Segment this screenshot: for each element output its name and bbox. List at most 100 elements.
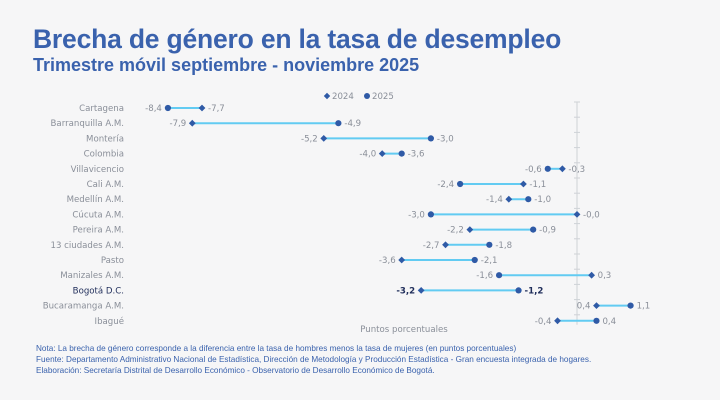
footnotes: Nota: La brecha de género corresponde a … bbox=[36, 343, 591, 376]
category-label: Colombia bbox=[84, 150, 124, 160]
value-label: -1,8 bbox=[495, 241, 512, 251]
marker-2024 bbox=[520, 180, 527, 188]
marker-2025 bbox=[335, 120, 342, 127]
dumbbell-chart: 2024 2025 Cartagena -8,4 -7,7 Barranquilla A… bbox=[43, 92, 651, 335]
marker-2025 bbox=[164, 104, 172, 112]
legend-2024-diamond-icon bbox=[323, 92, 331, 100]
note-text: Nota: La brecha de género corresponde a … bbox=[36, 344, 517, 353]
marker-2025 bbox=[398, 150, 405, 157]
category-label: Bucaramanga A.M. bbox=[43, 302, 124, 312]
value-label: 0,3 bbox=[598, 271, 612, 281]
category-label: Montería bbox=[86, 134, 124, 144]
marker-2024 bbox=[442, 241, 449, 249]
marker-2024 bbox=[198, 104, 206, 112]
category-label: Pereira A.M. bbox=[73, 226, 124, 236]
marker-2025 bbox=[627, 302, 634, 309]
marker-2024 bbox=[398, 256, 406, 264]
chart-row: Villavicencio -0,6 -0,3 bbox=[71, 165, 586, 175]
category-label: Manizales A.M. bbox=[60, 271, 124, 281]
chart-row: Cartagena -8,4 -7,7 bbox=[79, 104, 225, 114]
chart-row: Cúcuta A.M. -3,0 -0,0 bbox=[72, 210, 599, 220]
value-label: -0,3 bbox=[568, 165, 585, 175]
category-label: Bogotá D.C. bbox=[73, 286, 124, 296]
value-label: -0,6 bbox=[525, 165, 542, 175]
value-label: -1,4 bbox=[486, 195, 503, 205]
category-label: Cúcuta A.M. bbox=[72, 210, 124, 220]
value-label: -3,2 bbox=[396, 286, 415, 296]
value-label: -0,9 bbox=[539, 226, 556, 236]
marker-2024 bbox=[573, 211, 581, 218]
value-label: 1,1 bbox=[637, 302, 651, 312]
category-label: Cali A.M. bbox=[87, 180, 124, 190]
value-label: -5,2 bbox=[301, 134, 318, 144]
value-label: -1,6 bbox=[476, 271, 493, 281]
value-label: -3,0 bbox=[437, 134, 454, 144]
marker-2024 bbox=[558, 165, 566, 173]
legend-label-2024: 2024 bbox=[332, 92, 354, 102]
marker-2025 bbox=[427, 135, 434, 142]
marker-2024 bbox=[554, 317, 561, 325]
chart-row: Pasto -3,6 -2,1 bbox=[101, 256, 498, 266]
marker-2024 bbox=[378, 150, 386, 157]
chart-row: Pereira A.M. -2,2 -0,9 bbox=[73, 226, 556, 236]
chart-rows: Cartagena -8,4 -7,7 Barranquilla A.M. -7,9 -4… bbox=[43, 104, 651, 327]
chart-row: Manizales A.M. -1,6 0,3 bbox=[60, 271, 611, 281]
value-label: -7,7 bbox=[208, 104, 225, 114]
credits-text: Elaboración: Secretaría Distrital de Des… bbox=[36, 366, 435, 375]
value-label: -0,4 bbox=[535, 317, 552, 327]
x-axis-label: Puntos porcentuales bbox=[360, 325, 448, 335]
category-label: Villavicencio bbox=[71, 165, 124, 175]
category-label: Ibagué bbox=[95, 316, 124, 327]
marker-2024 bbox=[505, 195, 513, 203]
marker-2025 bbox=[515, 287, 522, 294]
category-label: Medellín A.M. bbox=[67, 195, 124, 205]
value-label: -0,0 bbox=[583, 210, 600, 220]
value-label: 0,4 bbox=[577, 302, 591, 312]
value-label: -1,1 bbox=[529, 180, 546, 190]
chart-row: Cali A.M. -2,4 -1,1 bbox=[87, 180, 547, 190]
category-label: Cartagena bbox=[79, 104, 124, 114]
chart-subtitle: Trimestre móvil septiembre - noviembre 2… bbox=[33, 55, 420, 75]
marker-2025 bbox=[427, 211, 434, 218]
value-label: -4,9 bbox=[344, 119, 361, 129]
value-label: -3,6 bbox=[379, 256, 396, 266]
chart-row: Colombia -4,0 -3,6 bbox=[84, 150, 425, 160]
value-label: -3,0 bbox=[408, 210, 425, 220]
marker-2025 bbox=[525, 196, 532, 203]
chart-row: Montería -5,2 -3,0 bbox=[86, 134, 454, 144]
chart-row: Bogotá D.C. -3,2 -1,2 bbox=[73, 286, 544, 296]
value-label: -2,2 bbox=[447, 226, 464, 236]
category-label: Pasto bbox=[101, 256, 124, 266]
chart-row: Medellín A.M. -1,4 -1,0 bbox=[67, 195, 551, 205]
legend-2025-circle-icon bbox=[364, 93, 370, 99]
value-label: -1,2 bbox=[525, 286, 544, 296]
value-label: -2,1 bbox=[481, 256, 498, 266]
chart-title: Brecha de género en la tasa de desempleo bbox=[33, 24, 562, 54]
marker-2024 bbox=[320, 135, 328, 142]
marker-2024 bbox=[593, 302, 600, 309]
value-label: -8,4 bbox=[145, 104, 162, 114]
category-label: Barranquilla A.M. bbox=[51, 119, 124, 129]
marker-2025 bbox=[457, 180, 464, 188]
marker-2024 bbox=[466, 226, 474, 233]
value-label: -4,0 bbox=[359, 150, 376, 160]
category-label: 13 ciudades A.M. bbox=[50, 241, 124, 251]
legend: 2024 2025 bbox=[323, 92, 394, 102]
chart-row: Ibagué -0,4 0,4 bbox=[95, 316, 617, 327]
value-label: -3,6 bbox=[408, 150, 425, 160]
marker-2024 bbox=[417, 287, 425, 294]
value-label: -2,4 bbox=[437, 180, 454, 190]
source-text: Fuente: Departamento Administrativo Naci… bbox=[36, 355, 592, 364]
value-label: -2,7 bbox=[423, 241, 440, 251]
chart-row: 13 ciudades A.M. -2,7 -1,8 bbox=[50, 241, 512, 251]
marker-2024 bbox=[588, 271, 596, 279]
marker-2024 bbox=[188, 119, 196, 127]
legend-label-2025: 2025 bbox=[372, 92, 394, 102]
marker-2025 bbox=[471, 256, 478, 264]
marker-2025 bbox=[544, 165, 551, 172]
marker-2025 bbox=[593, 317, 600, 324]
value-label: 0,4 bbox=[602, 317, 616, 327]
value-label: -7,9 bbox=[169, 119, 186, 129]
value-label: -1,0 bbox=[534, 195, 551, 205]
marker-2025 bbox=[530, 226, 537, 233]
